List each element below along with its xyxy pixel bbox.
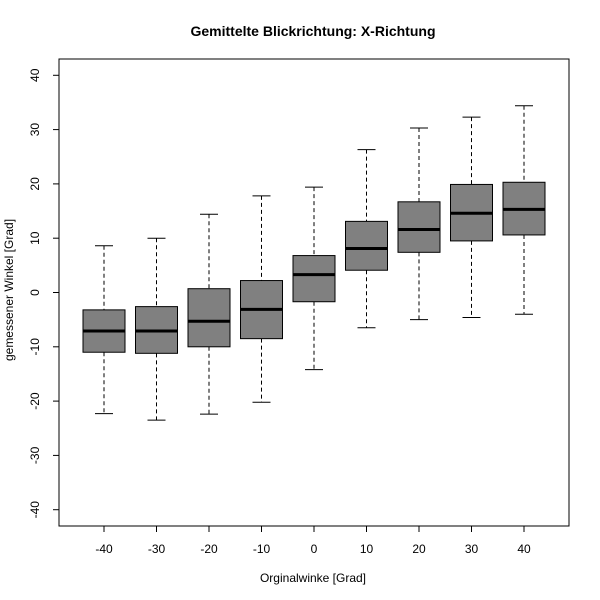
box-3: [240, 195, 283, 403]
y-tick-label: 20: [28, 177, 42, 191]
x-tick-label: -10: [253, 542, 271, 556]
x-tick-label: 20: [412, 542, 426, 556]
x-tick-label: 30: [465, 542, 479, 556]
y-tick-label: 10: [28, 231, 42, 245]
x-tick-label: 40: [517, 542, 531, 556]
x-tick-label: 10: [360, 542, 374, 556]
y-axis: -40 -30 -20 -10 0 10 20 30 40: [28, 68, 59, 518]
x-axis: -40 -30 -20 -10 0 10 20 30 40: [95, 526, 531, 556]
y-tick-label: 0: [28, 289, 42, 296]
box-7: [450, 116, 493, 318]
x-axis-label: Orginalwinke [Grad]: [260, 571, 366, 585]
box-1: [135, 237, 178, 421]
box-6: [397, 127, 441, 321]
box-series: [82, 105, 546, 421]
y-tick-label: -30: [28, 446, 42, 464]
box-iqr: [345, 220, 388, 271]
y-tick-label: 30: [28, 123, 42, 137]
box-iqr: [187, 288, 231, 348]
box-iqr: [397, 201, 441, 253]
box-5: [345, 149, 388, 329]
y-tick-label: -10: [28, 338, 42, 356]
chart-title: Gemittelte Blickrichtung: X-Richtung: [190, 23, 435, 39]
y-tick-label: -20: [28, 392, 42, 410]
x-tick-label: 0: [311, 542, 318, 556]
x-tick-label: -20: [200, 542, 218, 556]
box-8: [502, 105, 546, 315]
y-tick-label: -40: [28, 501, 42, 519]
box-0: [82, 245, 126, 415]
y-axis-label: gemessener Winkel [Grad]: [2, 219, 16, 361]
x-tick-label: -30: [148, 542, 166, 556]
y-tick-label: 40: [28, 68, 42, 82]
box-iqr: [292, 255, 336, 303]
box-4: [292, 186, 336, 371]
box-2: [187, 213, 231, 415]
x-tick-label: -40: [95, 542, 113, 556]
